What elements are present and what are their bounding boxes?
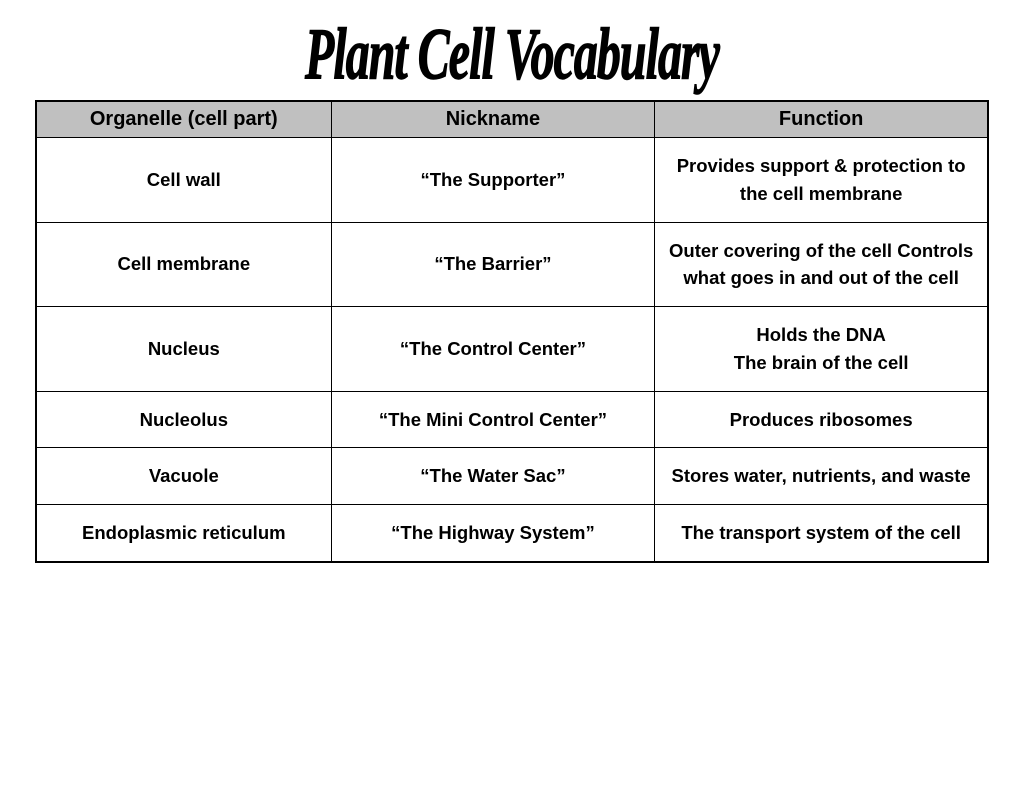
cell-function: Produces ribosomes (655, 391, 988, 448)
cell-nickname: “The Barrier” (331, 222, 655, 307)
cell-nickname: “The Control Center” (331, 307, 655, 392)
table-row: Nucleolus “The Mini Control Center” Prod… (36, 391, 988, 448)
cell-function: The transport system of the cell (655, 505, 988, 562)
header-nickname: Nickname (331, 101, 655, 138)
cell-nickname: “The Highway System” (331, 505, 655, 562)
table-header-row: Organelle (cell part) Nickname Function (36, 101, 988, 138)
table-row: Endoplasmic reticulum “The Highway Syste… (36, 505, 988, 562)
cell-organelle: Nucleus (36, 307, 331, 392)
cell-organelle: Endoplasmic reticulum (36, 505, 331, 562)
cell-nickname: “The Water Sac” (331, 448, 655, 505)
table-row: Vacuole “The Water Sac” Stores water, nu… (36, 448, 988, 505)
table-row: Nucleus “The Control Center” Holds the D… (36, 307, 988, 392)
table-row: Cell membrane “The Barrier” Outer coveri… (36, 222, 988, 307)
cell-function: Provides support & protection to the cel… (655, 138, 988, 223)
page-title: Plant Cell Vocabulary (73, 20, 951, 93)
cell-organelle: Vacuole (36, 448, 331, 505)
header-function: Function (655, 101, 988, 138)
cell-nickname: “The Mini Control Center” (331, 391, 655, 448)
cell-function: Outer covering of the cell Controls what… (655, 222, 988, 307)
vocabulary-table: Organelle (cell part) Nickname Function … (35, 100, 989, 563)
cell-nickname: “The Supporter” (331, 138, 655, 223)
header-organelle: Organelle (cell part) (36, 101, 331, 138)
cell-function: Holds the DNAThe brain of the cell (655, 307, 988, 392)
cell-organelle: Nucleolus (36, 391, 331, 448)
table-row: Cell wall “The Supporter” Provides suppo… (36, 138, 988, 223)
cell-organelle: Cell wall (36, 138, 331, 223)
cell-function: Stores water, nutrients, and waste (655, 448, 988, 505)
cell-organelle: Cell membrane (36, 222, 331, 307)
